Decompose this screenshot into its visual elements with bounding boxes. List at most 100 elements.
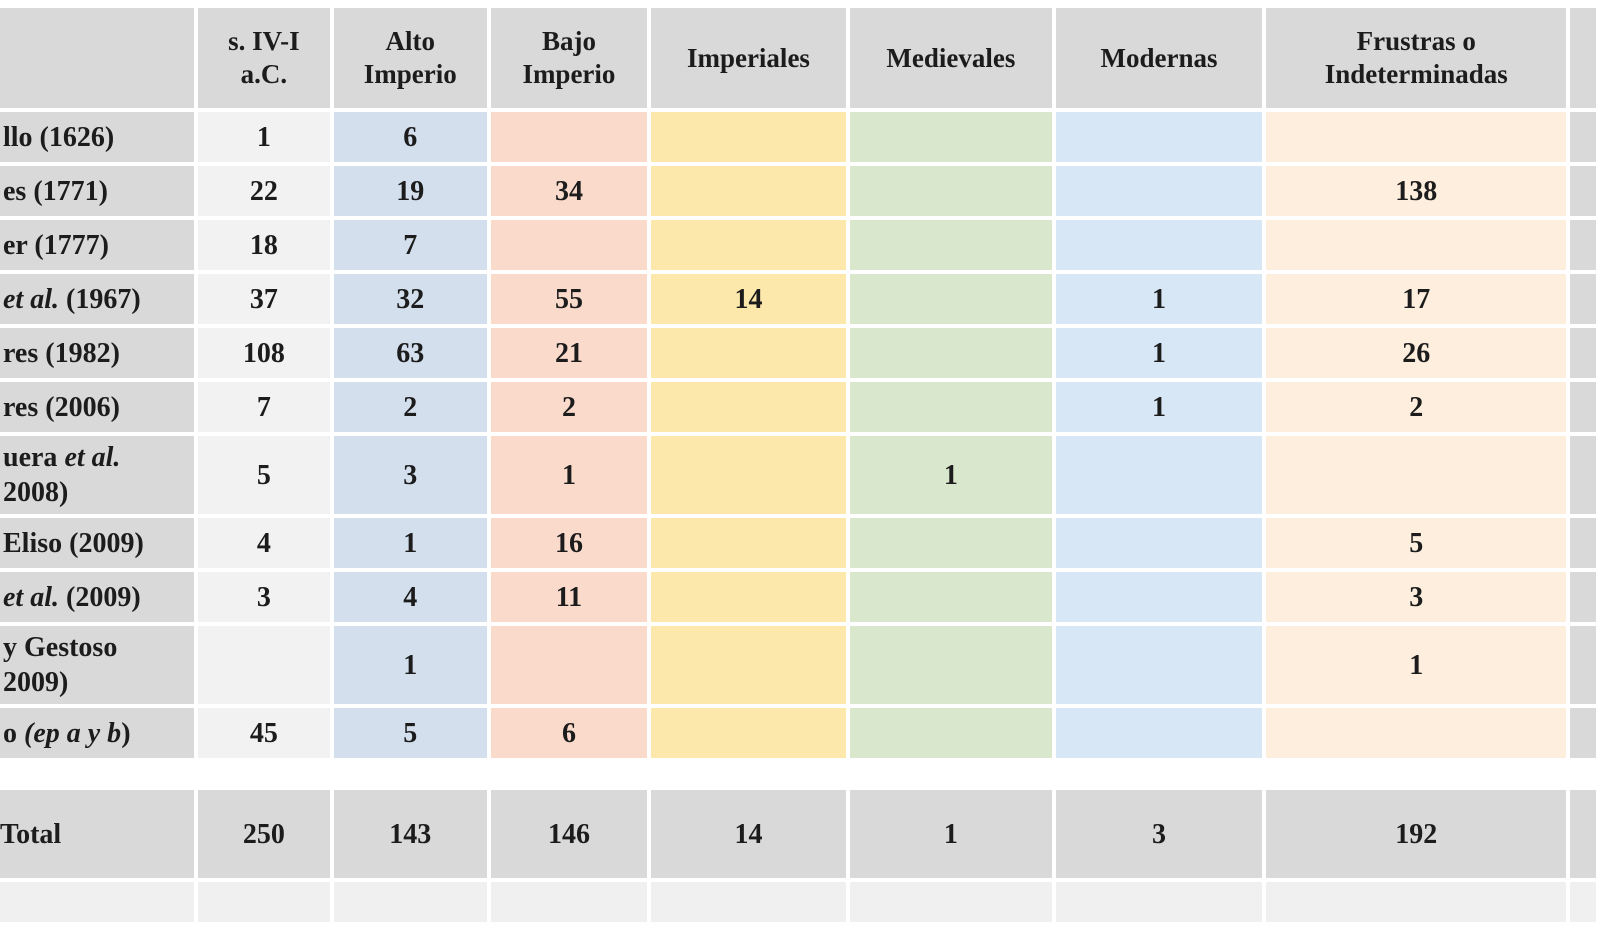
column-header-bajo: Bajo Imperio: [490, 8, 648, 108]
table-cell-alto: 5: [333, 708, 487, 758]
table-cell-bajo: 1: [490, 436, 648, 514]
table-cell-modernas: 1: [1056, 382, 1263, 432]
table-cell-imperiales: [651, 382, 846, 432]
table-row: y Gestoso 2009) 1 1: [0, 626, 1596, 704]
table-cell-alto: 63: [333, 328, 487, 378]
total-label: Total: [0, 790, 194, 878]
column-header-imperiales: Imperiales: [651, 8, 846, 108]
table-cell-bajo: 34: [490, 166, 648, 216]
cut-column-cell: [1570, 328, 1596, 378]
table-cell-medievales: [849, 274, 1053, 324]
table-cell-siv: 22: [197, 166, 330, 216]
spacer-cell: [0, 762, 1596, 786]
table-cell-modernas: 1: [1056, 328, 1263, 378]
table-cell-modernas: [1056, 220, 1263, 270]
table-cell-medievales: [849, 626, 1053, 704]
cut-bottom-cell: [1570, 882, 1596, 922]
table-cell-imperiales: [651, 112, 846, 162]
table-cell-frustras: [1266, 708, 1567, 758]
total-row: Total 250 143 146 14 1 3 192: [0, 790, 1596, 878]
row-label: Eliso (2009): [0, 518, 194, 568]
row-label-italic-part: (ep a y b: [24, 717, 122, 749]
spacer-row: [0, 762, 1596, 786]
table-cell-imperiales: [651, 626, 846, 704]
table-body: llo (1626) 1 6 es (1771) 22 19 34 138 er (1777) 1…: [0, 112, 1596, 922]
row-label-part: uera: [3, 442, 65, 473]
row-label-part: o: [3, 717, 24, 749]
row-label-part: Eliso (2009): [3, 527, 144, 559]
column-header-siv: s. IV-I a.C.: [197, 8, 330, 108]
table-cell-siv: 5: [197, 436, 330, 514]
table-cell-frustras: 17: [1266, 274, 1567, 324]
table-cell-bajo: [490, 626, 648, 704]
cut-bottom-cell: [0, 882, 194, 922]
row-label: uera et al. 2008): [0, 436, 194, 514]
table-cell-frustras: 5: [1266, 518, 1567, 568]
column-header-medievales: Medievales: [849, 8, 1053, 108]
cut-column-cell: [1570, 572, 1596, 622]
row-label: et al. (1967): [0, 274, 194, 324]
row-label-part: er (1777): [3, 229, 109, 261]
header-row: s. IV-I a.C. Alto Imperio Bajo Imperio Impe…: [0, 8, 1596, 108]
table-cell-medievales: [849, 572, 1053, 622]
cut-column-cell: [1570, 112, 1596, 162]
row-label-part: (2009): [59, 581, 141, 613]
row-label: o (ep a y b): [0, 708, 194, 758]
table-cell-imperiales: [651, 328, 846, 378]
table-cell-alto: 4: [333, 572, 487, 622]
cut-column-header: [1570, 8, 1596, 108]
table-cell-bajo: 55: [490, 274, 648, 324]
table-cell-frustras: 1: [1266, 626, 1567, 704]
cut-bottom-cell: [197, 882, 330, 922]
table-cell-imperiales: [651, 220, 846, 270]
table-cell-siv: 3: [197, 572, 330, 622]
table-cell-siv: [197, 626, 330, 704]
table-cell-alto: 19: [333, 166, 487, 216]
table-row: er (1777) 18 7: [0, 220, 1596, 270]
table-cell-bajo: 11: [490, 572, 648, 622]
table-cell-modernas: [1056, 518, 1263, 568]
row-label: res (2006): [0, 382, 194, 432]
row-label: res (1982): [0, 328, 194, 378]
table-cell-frustras: 26: [1266, 328, 1567, 378]
table-cell-bajo: [490, 112, 648, 162]
row-label-part: 2008): [3, 477, 69, 508]
table-cell-frustras: 138: [1266, 166, 1567, 216]
table-cell-alto: 1: [333, 518, 487, 568]
cut-column-cell: [1570, 436, 1596, 514]
cut-bottom-cell: [849, 882, 1053, 922]
table-header: s. IV-I a.C. Alto Imperio Bajo Imperio Impe…: [0, 8, 1596, 108]
row-label: y Gestoso 2009): [0, 626, 194, 704]
table-cell-imperiales: [651, 518, 846, 568]
table-cell-imperiales: [651, 708, 846, 758]
table-cell-medievales: [849, 518, 1053, 568]
table-cell-siv: 1: [197, 112, 330, 162]
table-cell-modernas: [1056, 166, 1263, 216]
row-label-italic-part: et al.: [3, 283, 59, 315]
table-cell-imperiales: [651, 436, 846, 514]
cut-column-cell: [1570, 166, 1596, 216]
cut-column-cell: [1570, 708, 1596, 758]
table-cell-frustras: 2: [1266, 382, 1567, 432]
table-cell-siv: 18: [197, 220, 330, 270]
row-label: llo (1626): [0, 112, 194, 162]
row-label-part: ): [121, 717, 131, 749]
cut-column-total-cell: [1570, 790, 1596, 878]
row-label-part: llo (1626): [3, 121, 115, 153]
total-cell-imperiales: 14: [651, 790, 846, 878]
row-label: er (1777): [0, 220, 194, 270]
table-cell-medievales: [849, 220, 1053, 270]
row-label-part: res (1982): [3, 337, 120, 369]
table-cell-bajo: 2: [490, 382, 648, 432]
cut-bottom-row: [0, 882, 1596, 922]
table-cell-modernas: [1056, 572, 1263, 622]
table-cell-siv: 4: [197, 518, 330, 568]
table-cell-bajo: 21: [490, 328, 648, 378]
corner-cell: [0, 8, 194, 108]
table-cell-alto: 3: [333, 436, 487, 514]
cut-bottom-cell: [490, 882, 648, 922]
total-cell-alto: 143: [333, 790, 487, 878]
cut-bottom-cell: [1266, 882, 1567, 922]
table-cell-imperiales: [651, 572, 846, 622]
table-cell-alto: 7: [333, 220, 487, 270]
